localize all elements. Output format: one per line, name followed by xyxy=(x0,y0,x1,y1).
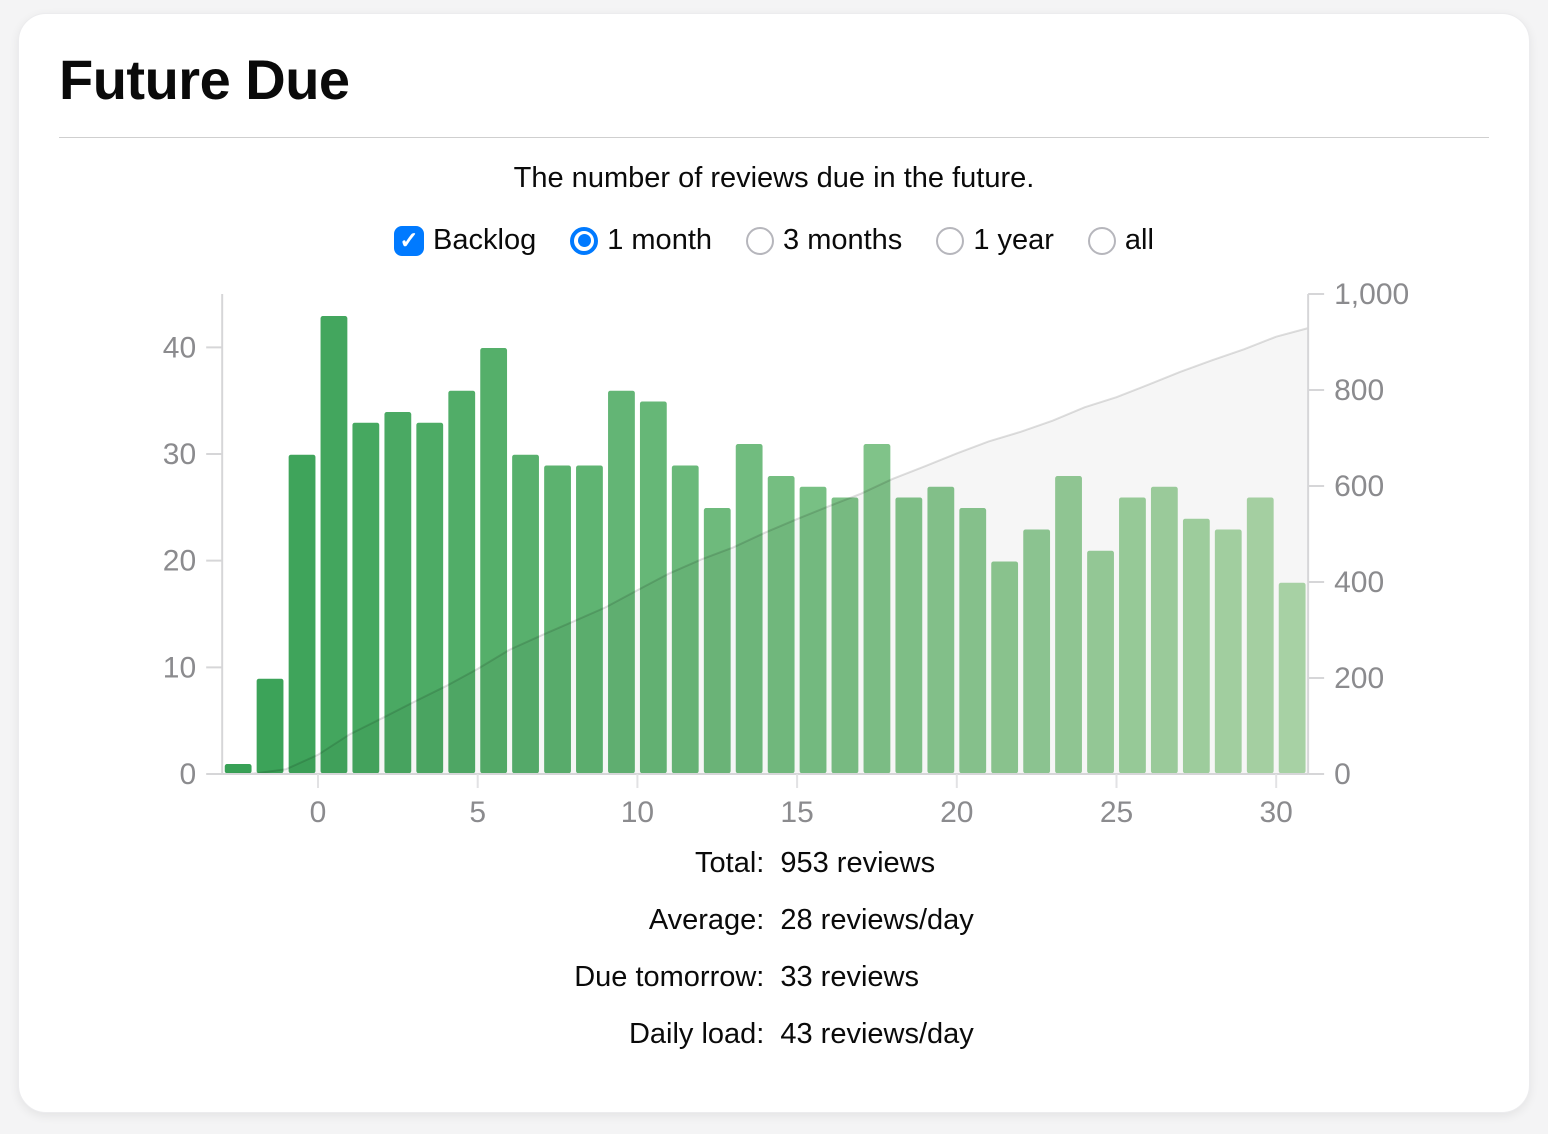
radio-unselected-icon[interactable] xyxy=(1087,226,1116,255)
right-axis-tick-label: 0 xyxy=(1334,758,1351,791)
summary-label: Average: xyxy=(648,904,765,937)
range-radio-label: 3 months xyxy=(783,224,903,257)
x-axis-tick-label: 5 xyxy=(469,796,486,829)
summary-table: Total: 953 reviews Average: 28 reviews/day D… xyxy=(59,835,1489,1063)
x-axis-tick-label: 10 xyxy=(621,796,654,829)
range-radio-1-month[interactable]: 1 month xyxy=(570,224,712,257)
range-radio-all[interactable]: all xyxy=(1087,224,1154,257)
right-axis-tick-label: 200 xyxy=(1334,662,1384,695)
summary-value: 43 reviews/day xyxy=(780,1018,974,1051)
chart-subtitle: The number of reviews due in the future. xyxy=(513,162,1035,195)
backlog-checkbox-label: Backlog xyxy=(433,224,537,257)
bar-day--1-backlog xyxy=(287,453,317,776)
right-axis-tick-label: 400 xyxy=(1334,566,1384,599)
bar-day-0 xyxy=(319,314,349,776)
x-axis-tick-label: 25 xyxy=(1100,796,1133,829)
summary-value: 28 reviews/day xyxy=(780,904,974,937)
cumulative-line xyxy=(222,327,1309,776)
radio-unselected-icon[interactable] xyxy=(746,226,775,255)
range-radio-label: 1 month xyxy=(607,224,713,257)
radio-unselected-icon[interactable] xyxy=(936,226,965,255)
summary-value: 33 reviews xyxy=(780,961,919,994)
range-radio-3-months[interactable]: 3 months xyxy=(746,224,902,257)
page-title: Future Due xyxy=(59,48,350,111)
chart-controls: ✓ Backlog 1 month 3 months 1 year all xyxy=(59,224,1489,257)
x-axis-tick-label: 30 xyxy=(1260,796,1293,829)
right-axis-tick-label: 600 xyxy=(1334,470,1384,503)
left-axis-tick-label: 10 xyxy=(163,652,196,685)
summary-label: Daily load: xyxy=(628,1018,765,1051)
range-radio-group: 1 month 3 months 1 year all xyxy=(570,224,1154,257)
left-axis-tick-label: 30 xyxy=(163,438,196,471)
axes-group xyxy=(206,293,1325,789)
future-due-chart: 0 10 20 30 40 0 200 400 600 800 1,000 0 5 10 15 20 25 30 xyxy=(59,269,1491,829)
left-axis-tick-label: 40 xyxy=(163,332,196,365)
x-axis-tick-label: 15 xyxy=(780,796,813,829)
checkbox-checked-icon[interactable]: ✓ xyxy=(394,225,425,256)
radio-selected-icon[interactable] xyxy=(570,226,599,255)
left-axis-tick-label: 20 xyxy=(163,545,196,578)
summary-label: Total: xyxy=(695,847,765,880)
right-axis-tick-label: 1,000 xyxy=(1334,278,1409,311)
future-due-card: Future Due The number of reviews due in … xyxy=(18,13,1530,1113)
radio-dot-icon xyxy=(577,234,591,248)
range-radio-label: 1 year xyxy=(973,224,1054,257)
x-axis-tick-label: 0 xyxy=(310,796,327,829)
backlog-checkbox[interactable]: ✓ Backlog xyxy=(394,224,536,257)
left-axis-tick-label: 0 xyxy=(179,758,196,791)
bars-group xyxy=(223,314,1308,776)
right-axis-tick-label: 800 xyxy=(1334,374,1384,407)
bar-day--3-backlog xyxy=(223,762,254,776)
title-divider xyxy=(59,137,1489,139)
summary-value: 953 reviews xyxy=(780,847,936,880)
summary-label: Due tomorrow: xyxy=(574,961,765,994)
bar-day--2-backlog xyxy=(255,677,285,776)
x-axis-tick-label: 20 xyxy=(940,796,973,829)
range-radio-1-year[interactable]: 1 year xyxy=(936,224,1054,257)
range-radio-label: all xyxy=(1124,224,1154,257)
